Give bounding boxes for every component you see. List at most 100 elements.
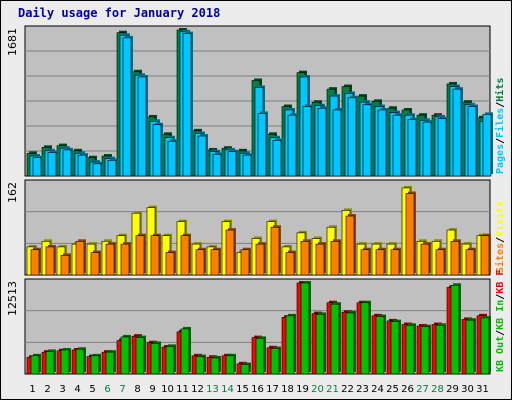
bar-visits-sites-sites [180,233,191,276]
chart-title: Daily usage for January 2018 [18,6,220,20]
bar-kb-kb-in-face [120,336,130,375]
bar-hits-files-pages-pages [212,152,223,177]
bar-hits-files-pages-pages [347,95,358,177]
bar-hits-files-pages-pages-face [332,109,342,177]
bar-kb-kb-in-face [375,316,385,375]
x-tick-label: 12 [191,384,204,395]
panel-visits-sites: 162 Sites / Visits [6,179,506,276]
bar-visits-sites-sites [90,250,101,276]
x-tick-label: 25 [386,384,399,395]
bar-visits-sites-sites [120,242,131,276]
bar-hits-files-pages-pages-face [422,121,432,177]
bar-visits-sites-sites [225,228,236,276]
bar-kb-kb-in-face [105,351,115,375]
bar-hits-files-pages-pages-face [287,114,297,177]
bar-kb-kb-in-face [45,351,55,375]
bar-visits-sites-sites-face [255,243,265,276]
bar-kb-kb-in-face [300,282,310,375]
bar-kb-kb-in [300,281,311,375]
bar-kb-kb-in-face [60,349,70,375]
legend-separator: / [495,294,506,300]
bar-kb-kb-in [345,310,356,375]
bar-hits-files-pages-pages [167,139,178,177]
bar-visits-sites-sites-face [465,249,475,276]
bar-kb-kb-in-face [390,321,400,375]
bar-hits-files-pages-pages [47,150,58,177]
bar-kb-kb-in-face [360,302,370,375]
bar-visits-sites-sites-face [210,249,220,276]
bar-visits-sites-sites-face [375,249,385,276]
x-tick-label: 3 [59,384,65,395]
legend-entry: KB In [495,300,506,330]
bar-visits-sites-sites [165,250,176,276]
bar-visits-sites-sites [330,239,341,276]
bar-hits-files-pages-pages-face [137,76,147,177]
bar-kb-kb-in [420,324,431,375]
bar-kb-kb-in [315,312,326,375]
bar-hits-files-pages-pages [92,161,103,177]
x-tick-label: 16 [251,384,264,395]
bar-kb-kb-in-face [150,343,160,375]
bar-hits-files-pages-pages [197,134,208,177]
bar-visits-sites-sites-face [330,240,340,276]
bar-visits-sites-sites-face [150,235,160,276]
bar-visits-sites-sites-face [390,249,400,276]
bar-visits-sites-sites-face [345,215,355,276]
bar-hits-files-pages-pages [137,74,148,177]
bar-visits-sites-sites-face [240,249,250,276]
bar-hits-files-pages-pages-face [272,140,282,177]
legend-separator: / [495,138,506,144]
bar-hits-files-pages-pages-face [467,106,477,177]
bar-visits-sites-sites-face [450,240,460,276]
bar-hits-files-pages-pages [107,158,118,177]
bar-visits-sites-sites [45,244,56,276]
bar-hits-files-pages-pages-face [212,153,222,177]
bar-hits-files-pages-pages [377,107,388,177]
x-tick-label: 20 [311,384,324,395]
bar-visits-sites-sites-face [60,255,70,276]
bar-hits-files-pages-pages [227,149,238,177]
bar-kb-kb-in-face [135,337,145,375]
bar-kb-kb-in-face [420,326,430,375]
x-tick-label: 10 [161,384,174,395]
bar-hits-files-pages-pages-face [362,104,372,177]
bar-hits-files-pages-pages [437,116,448,177]
bar-visits-sites-sites [345,214,356,276]
bar-visits-sites-sites [60,253,71,276]
bar-visits-sites-sites [450,239,461,276]
bar-visits-sites-sites [75,239,86,276]
bar-hits-files-pages-pages [422,120,433,177]
bar-visits-sites-sites-face [315,243,325,276]
bar-kb-kb-in [225,353,236,375]
x-tick-label: 28 [431,384,444,395]
bar-kb-kb-in-face [195,356,205,375]
bar-kb-kb-in-face [345,312,355,375]
bar-hits-files-pages-pages [392,113,403,177]
bar-kb-kb-in-face [165,346,175,375]
bar-visits-sites-sites [300,239,311,276]
bar-visits-sites-sites [105,242,116,276]
bar-visits-sites-sites [435,247,446,276]
bar-hits-files-pages-pages-face [347,97,357,177]
bar-kb-kb-in-face [270,348,280,375]
bar-hits-files-pages-pages-face [122,37,132,177]
bar-visits-sites-sites [195,247,206,276]
legend-separator: / [495,102,506,108]
bar-kb-kb-in [285,313,296,375]
legend-separator: / [495,330,506,336]
bar-hits-files-pages-pages-face [197,135,207,177]
bar-kb-kb-in [240,362,251,375]
bar-kb-kb-in-face [225,355,235,375]
x-tick-label: 26 [401,384,414,395]
bar-hits-files-pages-pages-face [302,106,312,177]
legend-entry: Files [494,108,506,138]
x-tick-label: 19 [296,384,309,395]
bar-kb-kb-in [390,319,401,375]
bar-hits-files-pages-pages [242,153,253,177]
bar-visits-sites-sites [360,247,371,276]
x-tick-label: 22 [341,384,354,395]
bar-hits-files-pages-pages [452,87,463,177]
bar-kb-kb-in [105,350,116,375]
bar-visits-sites-sites [150,233,161,276]
